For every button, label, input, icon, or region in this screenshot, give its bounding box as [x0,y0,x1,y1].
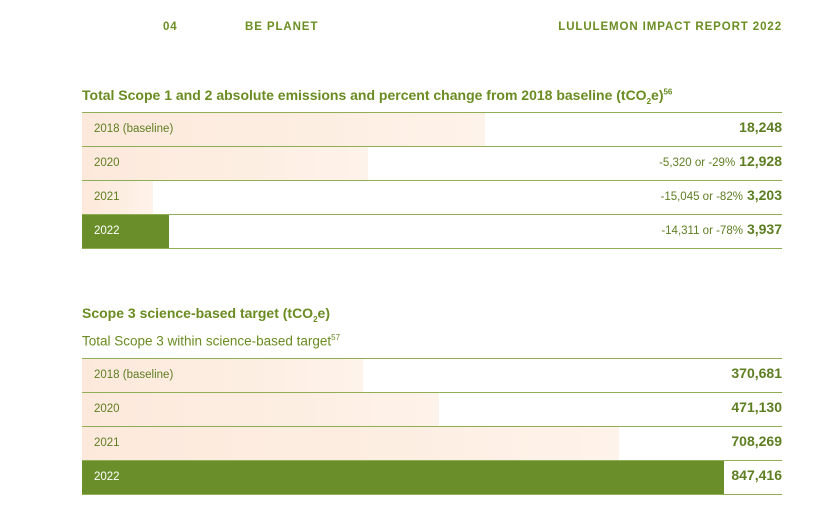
chart1-category-label: 2021 [94,191,120,203]
chart1-value-group: 18,248 [739,119,782,137]
chart2-footnote: 57 [331,333,341,342]
chart2-row-rule [82,460,782,461]
chart1-row: 2021 -15,045 or -82% 3,203 [82,181,782,214]
chart1-change-label: -5,320 or -29% [659,157,736,169]
chart2-value-group: 708,269 [731,433,782,451]
chart1-row: 2020 -5,320 or -29% 12,928 [82,147,782,180]
chart1-row-rule [82,214,782,215]
chart1-bar [82,147,368,180]
chart1-row-rule [82,248,782,249]
chart1-title: Total Scope 1 and 2 absolute emissions a… [82,87,673,106]
chart1-row-rule [82,146,782,147]
chart1-change-label: -14,311 or -78% [661,225,743,237]
chart2-row: 2021 708,269 [82,427,782,460]
chart2-bar [82,393,439,426]
chart2-row: 2018 (baseline) 370,681 [82,359,782,392]
chart1-bar [82,215,169,248]
chart2-value-label: 708,269 [731,433,782,449]
chart1-value-label: 3,203 [746,187,782,203]
report-title: LULULEMON IMPACT REPORT 2022 [558,21,782,33]
chart2-value-group: 847,416 [731,467,782,485]
chart2-row: 2020 471,130 [82,393,782,426]
chart2-bar [82,427,619,460]
chart1-category-label: 2018 (baseline) [94,123,174,135]
chart1-category-label: 2020 [94,157,120,169]
chart2-row-rule [82,426,782,427]
section-title: BE PLANET [245,21,319,33]
chart1-category-label: 2022 [94,225,120,237]
chart1-value-group: -15,045 or -82% 3,203 [660,187,782,205]
chart2-category-label: 2022 [94,471,120,483]
chart1-value-label: 12,928 [739,153,782,169]
chart1-row: 2018 (baseline) 18,248 [82,113,782,146]
chart1-value-label: 18,248 [739,119,782,135]
chart1-bar [82,113,485,146]
chart2-value-label: 471,130 [731,399,782,415]
chart2-bar [82,461,724,494]
chart1-value-group: -5,320 or -29% 12,928 [659,153,782,171]
chart1-top-rule [82,112,782,113]
chart2-row-rule [82,392,782,393]
chart1-row-rule [82,180,782,181]
chart1-bar [82,181,153,214]
chart2-row: 2022 847,416 [82,461,782,494]
chart2-category-label: 2018 (baseline) [94,369,174,381]
chart2-category-label: 2021 [94,437,120,449]
chart2-bar [82,359,363,392]
chart1-value-group: -14,311 or -78% 3,937 [661,221,782,239]
chart1-footnote: 56 [663,87,673,97]
chart2-top-rule [82,358,782,359]
chart2-value-group: 471,130 [731,399,782,417]
chart1-value-label: 3,937 [746,221,782,237]
chart1-change-label: -15,045 or -82% [660,191,743,203]
chart2-value-group: 370,681 [731,365,782,383]
chart2-category-label: 2020 [94,403,120,415]
chart1-row: 2022 -14,311 or -78% 3,937 [82,215,782,248]
chart2-row-rule [82,494,782,495]
chart2-title: Scope 3 science-based target (tCO2e) [82,305,330,324]
chart2-value-label: 370,681 [731,365,782,381]
chart2-subtitle: Total Scope 3 within science-based targe… [82,333,341,349]
page-number: 04 [163,21,178,33]
chart2-value-label: 847,416 [731,467,782,483]
